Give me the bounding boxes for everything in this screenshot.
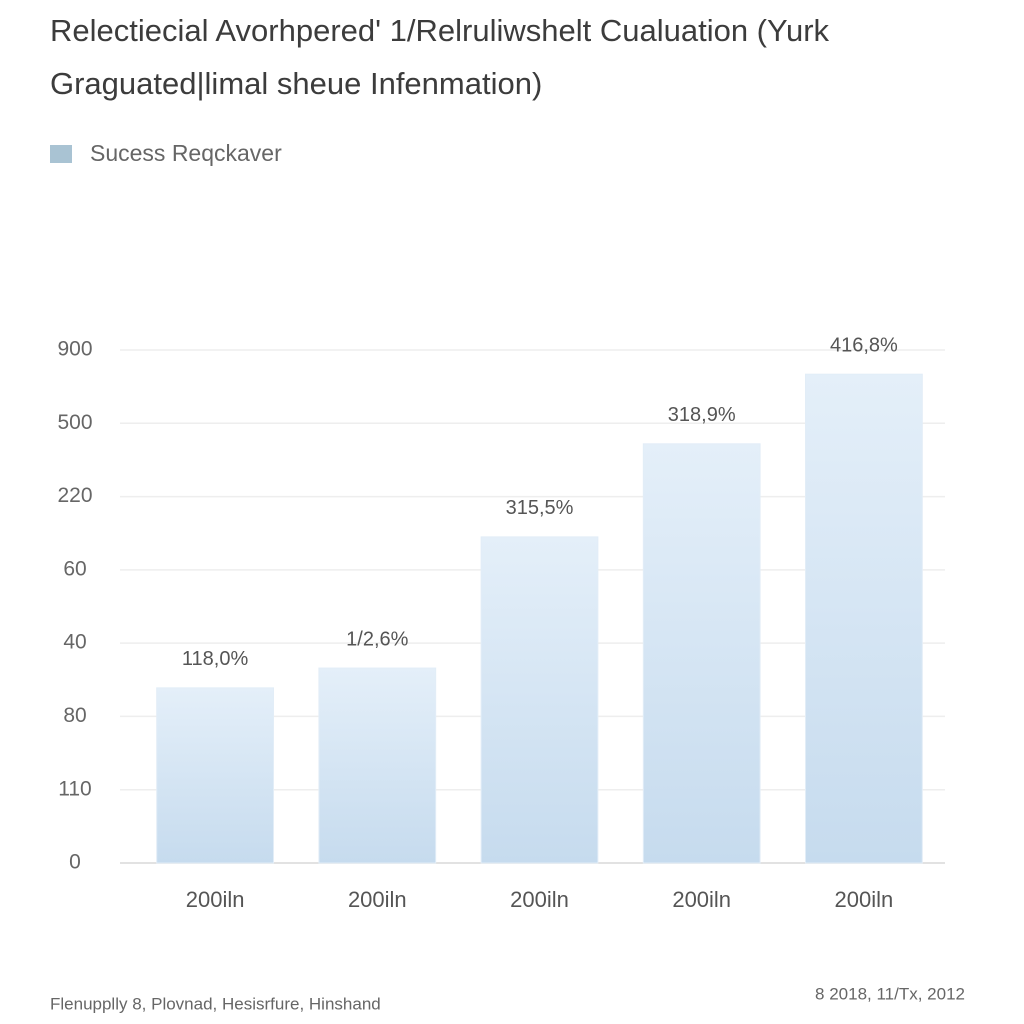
y-tick-label: 220 <box>57 484 92 507</box>
footer-right: 8 2018, 11/Tx, 2012 <box>815 984 965 1003</box>
y-tick-label: 900 <box>57 338 92 361</box>
x-tick-label: 200iln <box>835 887 894 912</box>
legend-label: Sucess Reqckaver <box>90 140 282 166</box>
footer-left: Flenupplly 8, Plovnad, Hesisrfure, Hinsh… <box>50 994 381 1013</box>
x-tick-label: 200iln <box>186 887 245 912</box>
y-tick-label: 60 <box>63 557 86 580</box>
y-tick-label: 500 <box>57 411 92 434</box>
x-tick-label: 200iln <box>672 887 731 912</box>
bar <box>318 667 437 864</box>
x-tick-label: 200iln <box>348 887 407 912</box>
bar <box>642 443 761 864</box>
bar <box>805 373 923 864</box>
value-label: 1/2,6% <box>346 628 408 650</box>
y-tick-label: 0 <box>69 851 81 874</box>
x-tick-label: 200iln <box>510 887 569 912</box>
chart-subtitle: Graguated|limal sheue Infenmation) <box>50 66 542 101</box>
y-tick-label: 110 <box>58 777 91 800</box>
value-label: 315,5% <box>506 497 574 519</box>
legend-swatch <box>50 145 72 163</box>
y-tick-label: 40 <box>63 631 86 654</box>
bar <box>156 687 274 864</box>
bar <box>480 536 599 864</box>
value-label: 416,8% <box>830 334 898 356</box>
chart-title: Relectiecial Avorhpered' 1/Relruliwshelt… <box>50 13 830 48</box>
value-label: 318,9% <box>668 404 736 426</box>
y-tick-label: 80 <box>63 704 86 727</box>
value-label: 118,0% <box>182 648 249 670</box>
